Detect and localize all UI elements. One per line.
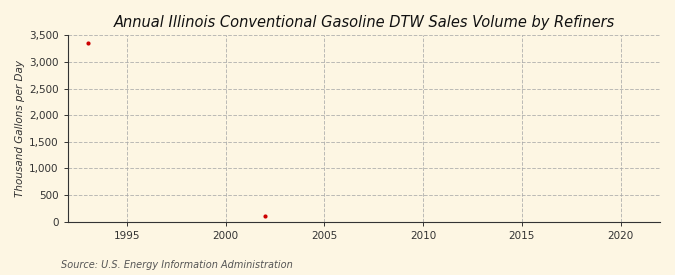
Y-axis label: Thousand Gallons per Day: Thousand Gallons per Day xyxy=(15,60,25,197)
Point xyxy=(260,214,271,219)
Text: Source: U.S. Energy Information Administration: Source: U.S. Energy Information Administ… xyxy=(61,260,292,270)
Point xyxy=(82,41,93,46)
Title: Annual Illinois Conventional Gasoline DTW Sales Volume by Refiners: Annual Illinois Conventional Gasoline DT… xyxy=(113,15,614,30)
